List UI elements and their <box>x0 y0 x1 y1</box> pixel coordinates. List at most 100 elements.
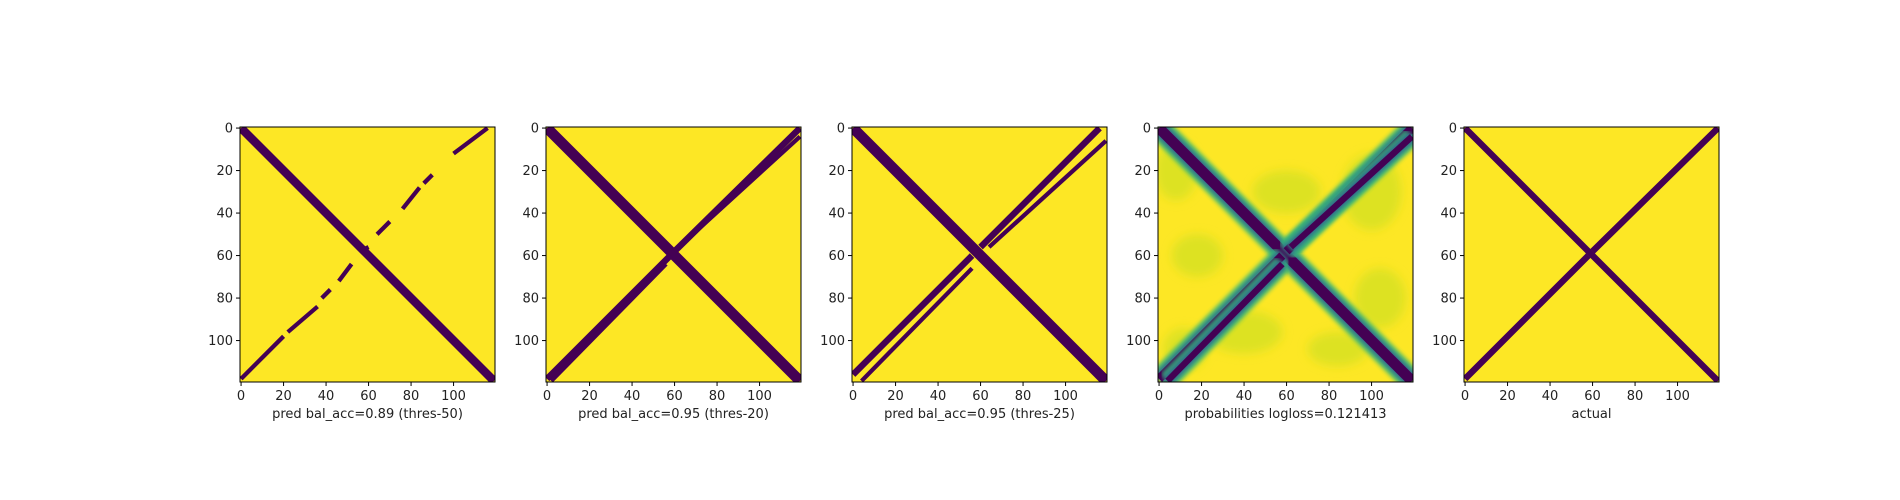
x-tick-label: 60 <box>360 389 377 404</box>
anti-diagonal-segment <box>1590 127 1719 254</box>
heatmap-cells <box>546 127 801 382</box>
anti-diagonal-segment <box>1464 253 1591 382</box>
x-tick-label: 40 <box>318 389 335 404</box>
x-tick-label: 80 <box>709 389 726 404</box>
axes-frame <box>239 126 496 383</box>
x-tick-label: 20 <box>581 389 598 404</box>
y-tick-label: 60 <box>828 249 845 264</box>
anti-diagonal-segment <box>286 304 319 334</box>
uncertainty-blob <box>1252 170 1321 214</box>
axes-frame <box>1463 126 1720 383</box>
main-diagonal-band <box>1464 127 1719 382</box>
anti-diagonal-segment <box>359 245 370 254</box>
x-tick-label: 60 <box>1278 389 1295 404</box>
x-tick-label: 20 <box>275 389 292 404</box>
x-tick-label: 80 <box>403 389 420 404</box>
y-tick-label: 60 <box>522 249 539 264</box>
y-tick-label: 100 <box>514 334 539 349</box>
heatmap-panel-2: 0 20 40 60 80 100 0 20 40 60 80 100 pred bal_acc=0.9… <box>514 122 802 422</box>
uncertainty-blob <box>1171 234 1223 277</box>
y-tick-label: 80 <box>216 292 233 307</box>
x-tick-label: 40 <box>930 389 947 404</box>
anti-diagonal-segment <box>337 262 354 283</box>
heatmap-panel-5: 0 20 40 60 80 100 0 20 40 60 80 100 actual <box>1432 122 1720 422</box>
x-tick-label: 100 <box>1359 389 1384 404</box>
y-tick-label: 0 <box>1143 122 1151 137</box>
y-tick-label: 20 <box>1440 164 1457 179</box>
y-tick-label: 40 <box>216 207 233 222</box>
parallel-diagonal-segment <box>549 262 668 382</box>
x-tick-label: 40 <box>1236 389 1253 404</box>
heatmap-cells <box>1158 127 1413 382</box>
axes-frame <box>851 126 1108 383</box>
y-tick-label: 100 <box>1126 334 1151 349</box>
main-diagonal-band <box>1158 127 1413 382</box>
heatmap-cells <box>852 127 1107 382</box>
panel-caption: pred bal_acc=0.89 (thres-50) <box>272 407 463 422</box>
y-tick-label: 20 <box>522 164 539 179</box>
x-tick-label: 20 <box>1193 389 1210 404</box>
axes-frame <box>1157 126 1414 383</box>
axes-frame <box>545 126 802 383</box>
panel-caption: probabilities logloss=0.121413 <box>1184 407 1386 422</box>
x-tick-label: 0 <box>543 389 551 404</box>
x-tick-label: 0 <box>1461 389 1469 404</box>
x-tick-label: 100 <box>1053 389 1078 404</box>
panel-caption: pred bal_acc=0.95 (thres-25) <box>884 407 1075 422</box>
x-tick-label: 100 <box>441 389 466 404</box>
anti-diagonal-segment <box>320 288 332 300</box>
x-tick-label: 0 <box>849 389 857 404</box>
parallel-diagonal-segment <box>1165 261 1285 382</box>
x-tick-label: 40 <box>1542 389 1559 404</box>
x-tick-label: 0 <box>237 389 245 404</box>
heatmap-panel-3: 0 20 40 60 80 100 0 20 40 60 80 100 pred bal_acc=0.9… <box>820 122 1108 422</box>
heatmap-panel-1: 0 20 40 60 80 100 0 20 40 60 80 100 pred bal_acc=0.8… <box>208 122 496 422</box>
parallel-diagonal-segment <box>860 266 974 382</box>
y-tick-label: 60 <box>216 249 233 264</box>
x-tick-label: 100 <box>747 389 772 404</box>
y-tick-label: 40 <box>1134 207 1151 222</box>
uncertainty-blob <box>1354 268 1406 328</box>
y-tick-label: 100 <box>820 334 845 349</box>
x-tick-label: 80 <box>1627 389 1644 404</box>
y-tick-label: 0 <box>837 122 845 137</box>
y-tick-label: 100 <box>208 334 233 349</box>
y-tick-label: 20 <box>1134 164 1151 179</box>
heatmap-cells <box>240 127 495 382</box>
y-tick-label: 80 <box>828 292 845 307</box>
heatmap-cells <box>1464 127 1719 382</box>
anti-diagonal-segment <box>422 173 434 185</box>
x-tick-label: 60 <box>972 389 989 404</box>
anti-diagonal-segment <box>375 220 392 236</box>
main-diagonal-band <box>546 127 801 382</box>
x-tick-label: 60 <box>666 389 683 404</box>
y-tick-label: 0 <box>531 122 539 137</box>
heatmap-panel-4: 0 20 40 60 80 100 0 20 40 60 80 100 probabilities lo… <box>1126 122 1414 422</box>
anti-diagonal-segment <box>400 186 422 211</box>
y-tick-label: 40 <box>828 207 845 222</box>
y-tick-label: 40 <box>522 207 539 222</box>
anti-diagonal-segment <box>852 253 975 377</box>
x-tick-label: 20 <box>887 389 904 404</box>
parallel-diagonal-segment <box>987 139 1107 249</box>
x-tick-label: 20 <box>1499 389 1516 404</box>
y-tick-label: 60 <box>1440 249 1457 264</box>
y-tick-label: 0 <box>225 122 233 137</box>
panel-caption: pred bal_acc=0.95 (thres-20) <box>578 407 769 422</box>
anti-diagonal-segment <box>978 127 1102 250</box>
parallel-diagonal-segment <box>677 134 801 249</box>
y-tick-label: 80 <box>1134 292 1151 307</box>
panel-caption: actual <box>1571 407 1611 422</box>
x-tick-label: 100 <box>1665 389 1690 404</box>
x-tick-label: 80 <box>1015 389 1032 404</box>
uncertainty-blob <box>1307 332 1368 367</box>
y-tick-label: 80 <box>522 292 539 307</box>
y-tick-label: 0 <box>1449 122 1457 137</box>
anti-diagonal-segment <box>452 127 489 156</box>
x-tick-label: 0 <box>1155 389 1163 404</box>
uncertainty-cloud <box>1158 140 1406 371</box>
x-tick-label: 60 <box>1584 389 1601 404</box>
x-tick-label: 40 <box>624 389 641 404</box>
main-diagonal-band <box>240 127 495 382</box>
